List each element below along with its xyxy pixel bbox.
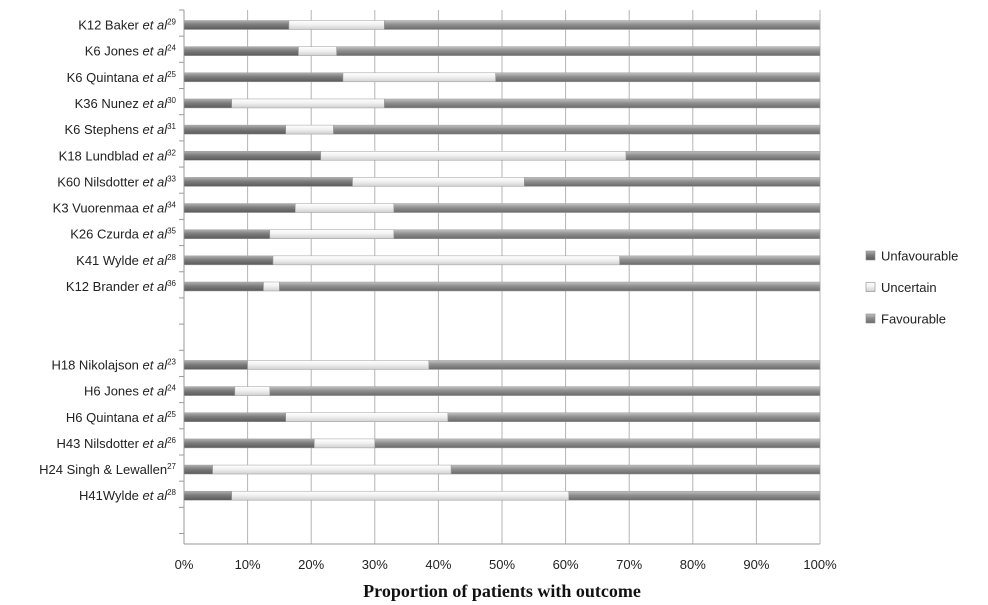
bar-segment-unfavourable [183,46,299,56]
bar-segment-favourable [619,255,821,266]
legend-label-favourable: Favourable [881,312,946,327]
legend-swatch-uncertain [865,282,876,292]
legend-label-unfavourable: Unfavourable [881,249,958,264]
bar-segment-uncertain [263,281,280,292]
bar-segment-unfavourable [183,386,236,396]
bar-segment-favourable [393,203,821,213]
x-tick-label: 70% [616,557,642,572]
bar-segment-unfavourable [183,229,271,239]
bar-segment-favourable [374,438,821,449]
bar-segment-unfavourable [183,124,287,135]
bar-segment-favourable [336,46,821,56]
x-tick-label: 80% [680,557,706,572]
bar-segment-unfavourable [183,72,344,83]
bar-segment-uncertain [295,203,395,213]
bar-segment-unfavourable [183,438,315,449]
bar-segment-unfavourable [183,151,321,161]
bar-segment-uncertain [320,151,627,161]
bar-segment-unfavourable [183,20,290,30]
category-label: K6 Stephens et al31 [64,122,176,137]
category-label: H6 Jones et al24 [84,384,177,399]
x-tick-label: 60% [553,557,579,572]
gridlines [179,9,821,545]
bar-segment-uncertain [288,20,385,30]
category-label: K41 Wylde et al28 [76,253,176,268]
legend-label-uncertain: Uncertain [881,280,937,295]
bar-segment-favourable [333,124,821,135]
category-label: H6 Quintana et al25 [66,410,177,425]
bar-segment-favourable [269,386,821,396]
x-tick-label: 10% [235,557,261,572]
bar-segment-unfavourable [183,412,287,422]
x-tick-label: 0% [175,557,194,572]
category-label: K12 Brander et al36 [66,279,177,294]
bar-segment-unfavourable [183,464,213,475]
x-tick-label: 40% [425,557,451,572]
category-label: K12 Baker et al29 [78,18,176,33]
category-label: K60 Nilsdotter et al33 [57,174,176,189]
bar-segment-favourable [447,412,821,422]
bar-segment-uncertain [212,464,452,475]
bar-segment-unfavourable [183,255,274,266]
x-tick-label: 50% [489,557,515,572]
category-labels: K12 Baker et al29 K6 Jones et al24 K6 Quin… [39,18,176,504]
category-label: K6 Quintana et al25 [67,70,177,85]
bar-segment-favourable [625,151,821,161]
x-tick-label: 20% [298,557,324,572]
bar-segment-uncertain [269,229,395,239]
category-label: H24 Singh & Lewallen27 [39,462,176,477]
bar-segment-favourable [568,490,821,501]
bar-segment-uncertain [231,98,385,109]
legend-swatch-favourable [865,313,876,324]
bar-segment-favourable [384,98,821,109]
bar-segment-uncertain [285,412,449,422]
bar-segment-favourable [428,360,821,370]
category-label: H41Wylde et al28 [79,488,176,503]
bars [183,20,821,501]
x-tick-label: 100% [803,557,837,572]
bar-segment-unfavourable [183,281,264,292]
bar-segment-uncertain [231,490,570,501]
bar-segment-favourable [524,177,821,187]
bar-segment-uncertain [234,386,271,396]
category-label: H18 Nikolajson et al23 [51,357,176,372]
legend: Unfavourable Uncertain Favourable [865,249,958,327]
bar-segment-unfavourable [183,98,232,109]
bar-segment-unfavourable [183,490,232,501]
bar-segment-uncertain [247,360,430,370]
bar-segment-unfavourable [183,360,248,370]
bar-segment-favourable [279,281,821,292]
bar-segment-unfavourable [183,203,296,213]
bar-segment-uncertain [285,124,334,135]
category-label: K36 Nunez et al30 [75,96,177,111]
bar-segment-favourable [384,20,821,30]
bar-segment-unfavourable [183,177,353,187]
bar-segment-favourable [450,464,821,475]
bar-segment-uncertain [314,438,376,449]
bar-segment-favourable [495,72,821,83]
category-label: K6 Jones et al24 [85,44,177,59]
x-tick-label: 30% [362,557,388,572]
bar-segment-uncertain [342,72,496,83]
x-tick-label: 90% [743,557,769,572]
bar-segment-uncertain [272,255,620,266]
category-label: K18 Lundblad et al32 [59,148,177,163]
category-label: H43 Nilsdotter et al26 [57,436,177,451]
x-axis-title: Proportion of patients with outcome [363,581,641,601]
category-label: K26 Czurda et al35 [70,227,176,242]
category-label: K3 Vuorenmaa et al34 [53,201,177,216]
bar-segment-favourable [393,229,821,239]
bar-segment-uncertain [298,46,337,56]
legend-swatch-unfavourable [865,250,876,261]
x-tick-labels: 0% 10% 20% 30% 40% 50% 60% 70% 80% 90% 100% [175,557,837,572]
bar-segment-uncertain [352,177,525,187]
